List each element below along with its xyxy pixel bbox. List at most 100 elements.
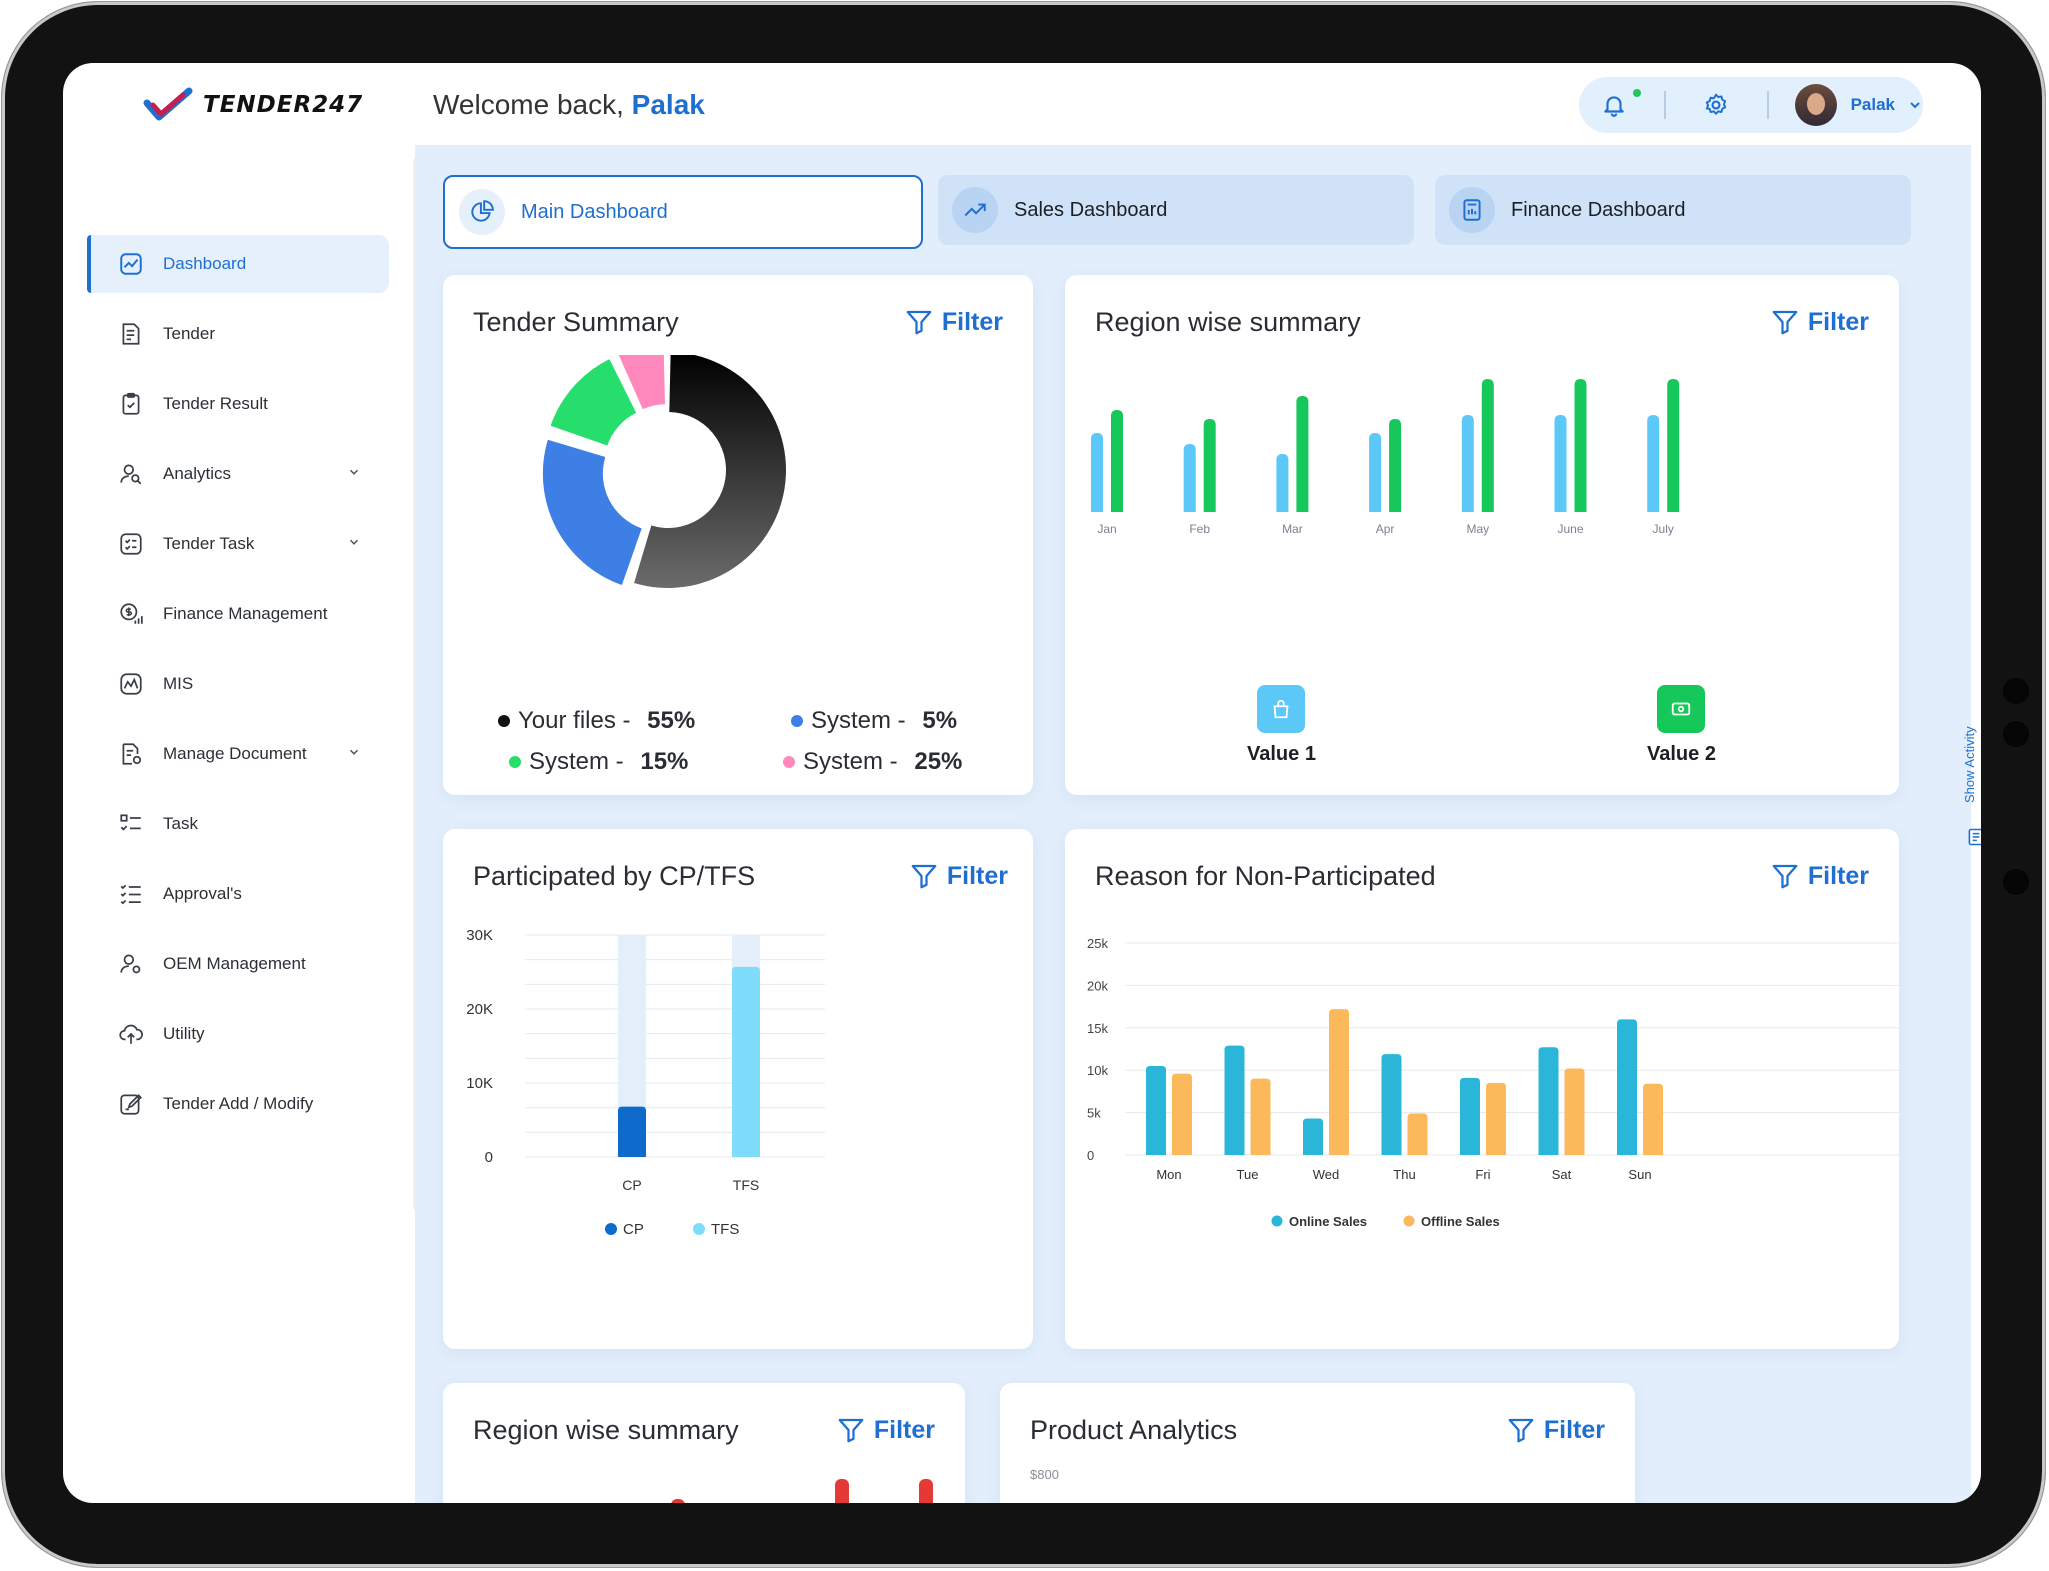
- filter-button[interactable]: Filter: [909, 861, 1008, 891]
- bar-online: [1303, 1118, 1323, 1155]
- bar-tfs: [732, 966, 760, 1157]
- show-activity-toggle[interactable]: Show Activity: [1956, 663, 1981, 883]
- legend-marker: [693, 1223, 705, 1235]
- bar-online: [1617, 1019, 1637, 1155]
- y-tick-label: 25k: [1087, 936, 1108, 951]
- side-sensor: [2003, 721, 2029, 747]
- filter-button[interactable]: Filter: [1506, 1415, 1605, 1445]
- bar-series-1: [1183, 444, 1196, 512]
- legend-marker: [1403, 1215, 1415, 1227]
- legend-value: 15%: [640, 748, 689, 775]
- sidebar-item-tender-task[interactable]: Tender Task: [87, 515, 385, 573]
- sidebar-item-task[interactable]: Task: [87, 795, 385, 853]
- x-tick-label: May: [1466, 522, 1489, 536]
- brand-logo[interactable]: TENDER247: [143, 85, 363, 125]
- chevron-down-icon: [349, 539, 359, 545]
- bell-icon: [1603, 96, 1624, 117]
- sidebar-item-manage-document[interactable]: Manage Document: [87, 725, 385, 783]
- filter-button[interactable]: Filter: [1770, 861, 1869, 891]
- x-tick-label: Feb: [1189, 522, 1210, 536]
- sidebar-item-label: Tender: [163, 324, 215, 343]
- chart-window-icon: [115, 248, 147, 280]
- sidebar-item-dashboard[interactable]: Dashboard: [87, 235, 389, 293]
- filter-button[interactable]: Filter: [836, 1415, 935, 1445]
- legend-label: System: [529, 748, 610, 775]
- x-tick-label: Apr: [1376, 522, 1395, 536]
- logo-check-icon: [143, 87, 193, 121]
- y-tick-label: 5k: [1087, 1106, 1101, 1121]
- sidebar-item-label: Manage Document: [163, 744, 307, 763]
- y-tick-label: 0: [1087, 1148, 1094, 1163]
- legend-marker: [1271, 1215, 1283, 1227]
- bar-offline: [1564, 1068, 1585, 1155]
- tab-finance-dashboard[interactable]: Finance Dashboard: [1435, 175, 1911, 245]
- profile-menu[interactable]: Palak: [1794, 84, 1923, 126]
- legend-item: System - 5%: [791, 707, 957, 735]
- donut-slice: [550, 359, 637, 446]
- sidebar-item-label: Analytics: [163, 464, 232, 483]
- bar-series-2: [1389, 419, 1402, 512]
- sidebar-item-utility[interactable]: Utility: [87, 1005, 385, 1063]
- tab-sales-dashboard[interactable]: Sales Dashboard: [938, 175, 1414, 245]
- y-axis-tick: $800: [1030, 1467, 1059, 1482]
- pie-chart-icon: [459, 189, 505, 235]
- graph-icon: [115, 668, 147, 700]
- filter-icon: [1772, 310, 1798, 335]
- sidebar-item-approvals[interactable]: Approval's: [87, 865, 385, 923]
- welcome-prefix: Welcome back,: [433, 89, 624, 120]
- chevron-down-icon: [1910, 102, 1920, 109]
- y-tick-label: 20k: [1087, 978, 1108, 993]
- legend-item: System - 25%: [783, 748, 962, 776]
- tab-main-dashboard[interactable]: Main Dashboard: [443, 175, 923, 249]
- legend-label: Online Sales: [1289, 1214, 1367, 1229]
- bar-offline: [1250, 1078, 1271, 1155]
- legend-value: 5%: [922, 707, 958, 734]
- filter-button[interactable]: Filter: [904, 307, 1003, 337]
- x-tick-label: Thu: [1393, 1167, 1415, 1182]
- bar-series-2: [1296, 396, 1309, 512]
- sidebar-item-tender-result[interactable]: Tender Result: [87, 375, 385, 433]
- edit-icon: [115, 1088, 147, 1120]
- chevron-down-icon: [349, 749, 359, 755]
- filter-label: Filter: [941, 307, 1003, 336]
- cash-icon: [1671, 702, 1691, 716]
- legend-item: System - 15%: [509, 748, 688, 776]
- filter-label: Filter: [946, 861, 1008, 890]
- bar-series-1: [1554, 415, 1567, 512]
- bar-online: [1224, 1045, 1245, 1155]
- filter-button[interactable]: Filter: [1770, 307, 1869, 337]
- sidebar-item-label: Finance Management: [163, 604, 328, 623]
- legend-label: System: [803, 748, 884, 775]
- y-tick-label: 30K: [466, 927, 493, 944]
- sidebar-item-oem-management[interactable]: OEM Management: [87, 935, 385, 993]
- settings-button[interactable]: [1692, 77, 1741, 133]
- x-tick-label: CP: [622, 1177, 641, 1193]
- sidebar-item-tender[interactable]: Tender: [87, 305, 385, 363]
- x-tick-label: Sun: [1628, 1167, 1651, 1182]
- cloud-upload-icon: [115, 1018, 147, 1050]
- bar-series-2: [1481, 379, 1494, 512]
- notification-button[interactable]: [1589, 77, 1641, 133]
- clipboard-check-icon: [115, 388, 147, 420]
- sidebar-item-finance-management[interactable]: Finance Management: [87, 585, 385, 643]
- bar-series-1: [1091, 433, 1103, 512]
- sidebar-item-tender-add-modify[interactable]: Tender Add / Modify: [87, 1075, 385, 1133]
- filter-label: Filter: [1807, 861, 1869, 890]
- divider: [1664, 91, 1666, 119]
- y-tick-label: 10k: [1087, 1063, 1108, 1078]
- gear-icon: [1706, 93, 1727, 115]
- x-tick-label: July: [1653, 522, 1674, 536]
- sidebar-item-analytics[interactable]: Analytics: [87, 445, 385, 503]
- product-analytics-card: Product Analytics Filter $800: [1000, 1383, 1635, 1503]
- legend-label: CP: [623, 1221, 644, 1238]
- donut-slice: [634, 355, 786, 588]
- y-tick-label: 0: [485, 1149, 493, 1166]
- filter-icon: [838, 1418, 864, 1443]
- filter-label: Filter: [1807, 307, 1869, 336]
- bar-series-1: [1369, 433, 1382, 512]
- document-edit-icon: [115, 318, 147, 350]
- tab-label: Finance Dashboard: [1511, 198, 1686, 221]
- sidebar-item-mis[interactable]: MIS: [87, 655, 385, 713]
- bar-series-2: [1574, 379, 1587, 512]
- user-search-icon: [115, 458, 147, 490]
